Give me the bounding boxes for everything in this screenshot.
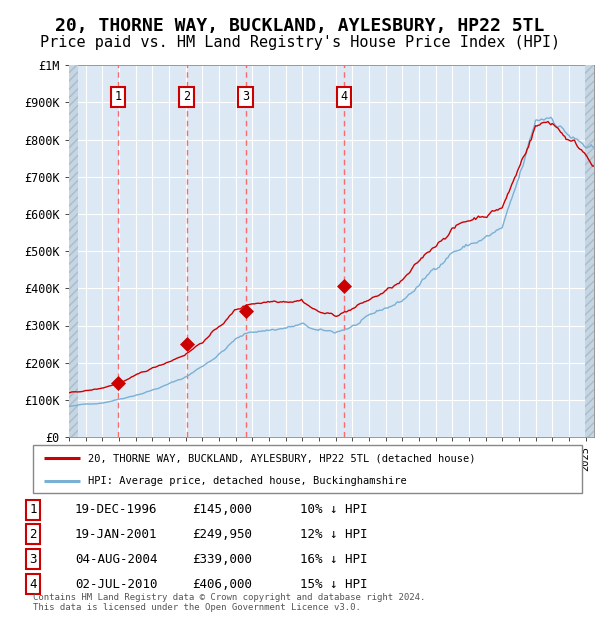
Text: £249,950: £249,950	[192, 528, 252, 541]
Text: 4: 4	[29, 578, 37, 590]
Text: 16% ↓ HPI: 16% ↓ HPI	[300, 553, 367, 565]
Text: 2: 2	[29, 528, 37, 541]
Text: 20, THORNE WAY, BUCKLAND, AYLESBURY, HP22 5TL: 20, THORNE WAY, BUCKLAND, AYLESBURY, HP2…	[55, 17, 545, 35]
Text: 19-DEC-1996: 19-DEC-1996	[75, 503, 157, 516]
Text: Contains HM Land Registry data © Crown copyright and database right 2024.
This d: Contains HM Land Registry data © Crown c…	[33, 593, 425, 612]
Text: 04-AUG-2004: 04-AUG-2004	[75, 553, 157, 565]
Text: 4: 4	[340, 91, 347, 103]
FancyBboxPatch shape	[33, 445, 582, 493]
Text: Price paid vs. HM Land Registry's House Price Index (HPI): Price paid vs. HM Land Registry's House …	[40, 35, 560, 50]
Text: 3: 3	[242, 91, 249, 103]
Text: 10% ↓ HPI: 10% ↓ HPI	[300, 503, 367, 516]
Text: 20, THORNE WAY, BUCKLAND, AYLESBURY, HP22 5TL (detached house): 20, THORNE WAY, BUCKLAND, AYLESBURY, HP2…	[88, 453, 475, 463]
Text: 1: 1	[29, 503, 37, 516]
Bar	[69, 65, 78, 437]
Text: 19-JAN-2001: 19-JAN-2001	[75, 528, 157, 541]
Text: £339,000: £339,000	[192, 553, 252, 565]
Text: 1: 1	[115, 91, 122, 103]
Text: £406,000: £406,000	[192, 578, 252, 590]
Text: 02-JUL-2010: 02-JUL-2010	[75, 578, 157, 590]
Text: 12% ↓ HPI: 12% ↓ HPI	[300, 528, 367, 541]
Text: 15% ↓ HPI: 15% ↓ HPI	[300, 578, 367, 590]
Text: 3: 3	[29, 553, 37, 565]
Text: £145,000: £145,000	[192, 503, 252, 516]
Text: 2: 2	[183, 91, 190, 103]
Text: HPI: Average price, detached house, Buckinghamshire: HPI: Average price, detached house, Buck…	[88, 476, 407, 486]
Bar	[585, 65, 595, 437]
